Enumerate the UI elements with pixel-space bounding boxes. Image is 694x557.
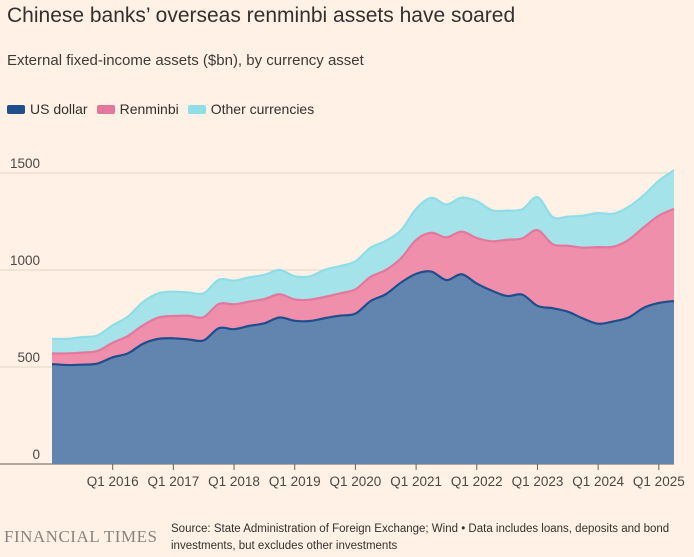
legend-label-renminbi: Renminbi	[119, 101, 179, 117]
axis-layer: 0 500 1000 1500 Q1 2016 Q1 2017 Q1 2018 Q1 2019…	[10, 156, 685, 489]
x-tick-label-2: Q1 2018	[208, 474, 260, 489]
x-tick-label-1: Q1 2017	[147, 474, 199, 489]
legend: US dollar Renminbi Other currencies	[7, 101, 314, 117]
x-tick-label-9: Q1 2025	[633, 474, 685, 489]
x-tick-label-5: Q1 2021	[390, 474, 442, 489]
y-tick-label-1500: 1500	[10, 156, 40, 171]
ft-logo: FINANCIAL TIMES	[4, 527, 158, 546]
x-tick-label-4: Q1 2020	[330, 474, 382, 489]
area-layer	[52, 170, 674, 464]
area-other-currencies	[52, 170, 674, 354]
legend-swatch-other-currencies	[187, 104, 206, 114]
chart-title: Chinese banks’ overseas renminbi assets …	[7, 4, 516, 27]
x-tick-label-7: Q1 2023	[512, 474, 564, 489]
series-line-renminbi	[51, 207, 675, 355]
line-layer	[51, 169, 675, 367]
x-tick-label-3: Q1 2019	[269, 474, 321, 489]
chart-subtitle: External fixed-income assets ($bn), by c…	[7, 52, 364, 69]
legend-swatch-renminbi	[96, 104, 115, 114]
y-tick-label-1000: 1000	[10, 253, 40, 268]
legend-item-renminbi: Renminbi	[96, 101, 179, 117]
x-tick-label-8: Q1 2024	[572, 474, 624, 489]
stacked-area-chart: 0 500 1000 1500 Q1 2016 Q1 2017 Q1 2018 Q1 2019…	[0, 156, 685, 489]
area-us-dollar	[52, 271, 674, 464]
series-line-us-dollar	[51, 270, 675, 367]
area-renminbi	[52, 208, 674, 366]
legend-swatch-us-dollar	[7, 104, 25, 114]
x-tick-label-0: Q1 2016	[87, 474, 139, 489]
y-tick-label-0: 0	[32, 447, 40, 462]
legend-label-us-dollar: US dollar	[30, 101, 88, 117]
legend-label-other-currencies: Other currencies	[210, 101, 315, 117]
series-line-other-currencies	[51, 169, 675, 341]
source-note: Source: State Administration of Foreign …	[171, 523, 670, 552]
x-tick-label-6: Q1 2022	[451, 474, 503, 489]
y-tick-label-500: 500	[17, 350, 40, 365]
legend-item-other-currencies: Other currencies	[187, 101, 315, 117]
legend-item-us-dollar: US dollar	[7, 101, 88, 117]
